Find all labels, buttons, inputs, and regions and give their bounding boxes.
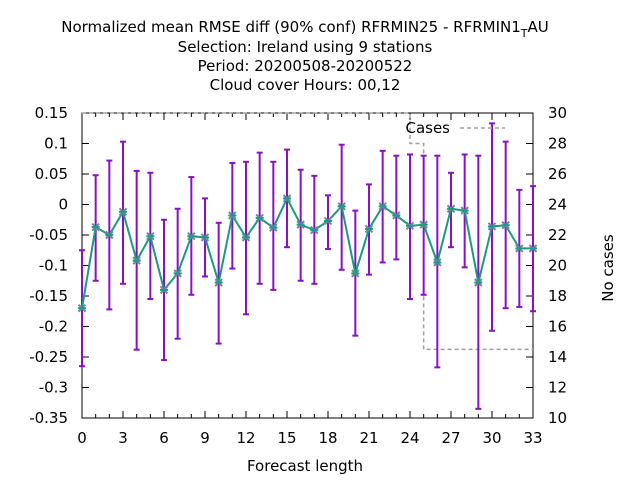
error-bars bbox=[79, 122, 536, 410]
y-tick-label: 0.05 bbox=[35, 165, 68, 183]
y-tick-label: 0 bbox=[58, 196, 68, 214]
y2-tick-label: 16 bbox=[548, 318, 567, 336]
y2-tick-label: 30 bbox=[548, 104, 567, 122]
data-point bbox=[433, 258, 442, 267]
y2-axis-title: No cases bbox=[599, 234, 617, 302]
mean-series bbox=[77, 194, 538, 313]
y-tick-label: -0.3 bbox=[39, 379, 68, 397]
cases-line bbox=[82, 112, 533, 351]
legend-label-cases: Cases bbox=[405, 119, 450, 137]
y-tick-label: 0.15 bbox=[35, 104, 68, 122]
x-tick-label: 12 bbox=[236, 429, 255, 447]
cases-series bbox=[82, 112, 533, 351]
data-point bbox=[214, 278, 223, 287]
y2-tick-label: 26 bbox=[548, 165, 567, 183]
title-line-1: Normalized mean RMSE diff (90% conf) RFR… bbox=[61, 18, 549, 40]
data-point bbox=[446, 204, 456, 213]
x-tick-label: 15 bbox=[277, 429, 296, 447]
chart-title: Normalized mean RMSE diff (90% conf) RFR… bbox=[61, 18, 549, 94]
x-tick-label: 30 bbox=[482, 429, 501, 447]
data-point bbox=[132, 256, 141, 265]
y2-tick-label: 12 bbox=[548, 379, 567, 397]
title-line-4: Cloud cover Hours: 00,12 bbox=[210, 76, 401, 94]
data-point bbox=[323, 216, 333, 226]
data-point bbox=[187, 232, 196, 241]
y2-tick-label: 20 bbox=[548, 257, 567, 275]
y2-tick-label: 14 bbox=[548, 348, 567, 366]
y2-tick-label: 28 bbox=[548, 135, 567, 153]
y2-tick-label: 10 bbox=[548, 409, 567, 427]
data-point bbox=[364, 224, 374, 234]
data-point bbox=[460, 206, 469, 215]
y-tick-label: 0.1 bbox=[44, 135, 68, 153]
data-point bbox=[487, 222, 497, 231]
data-point bbox=[405, 221, 415, 231]
data-point bbox=[228, 211, 237, 220]
y-tick-label: -0.2 bbox=[39, 318, 68, 336]
data-point bbox=[528, 244, 538, 253]
y-tick-label: -0.1 bbox=[39, 257, 68, 275]
data-point bbox=[91, 222, 100, 232]
mean-line bbox=[81, 196, 533, 309]
error-bar bbox=[393, 154, 400, 261]
x-axis-title: Forecast length bbox=[247, 457, 363, 475]
data-point bbox=[515, 244, 524, 253]
y2-tick-label: 22 bbox=[548, 226, 567, 244]
data-point bbox=[296, 220, 305, 229]
y-axis-right: 10 12 14 16 18 20 22 24 26 28 30 bbox=[526, 104, 567, 427]
data-point bbox=[200, 233, 210, 242]
y2-tick-label: 18 bbox=[548, 287, 567, 305]
x-tick-label: 33 bbox=[523, 429, 542, 447]
y2-tick-label: 24 bbox=[548, 196, 567, 214]
title-line-2: Selection: Ireland using 9 stations bbox=[178, 38, 433, 56]
data-point bbox=[173, 269, 182, 278]
data-point bbox=[337, 202, 346, 211]
data-point bbox=[501, 221, 510, 230]
data-point bbox=[282, 194, 292, 203]
y-tick-label: -0.05 bbox=[29, 226, 68, 244]
data-point bbox=[474, 278, 483, 287]
data-point bbox=[419, 220, 428, 229]
data-point bbox=[269, 223, 278, 232]
data-point bbox=[255, 213, 264, 223]
y-tick-label: -0.35 bbox=[29, 409, 68, 427]
x-tick-label: 0 bbox=[77, 429, 87, 447]
data-point bbox=[105, 230, 114, 240]
y-tick-label: -0.25 bbox=[29, 348, 68, 366]
data-point bbox=[159, 285, 169, 295]
x-tick-label: 3 bbox=[118, 429, 128, 447]
x-tick-label: 27 bbox=[441, 429, 460, 447]
data-point bbox=[77, 303, 87, 313]
x-tick-label: 9 bbox=[200, 429, 210, 447]
legend: Cases bbox=[405, 119, 505, 137]
y-axis-left: -0.35 -0.3 -0.25 -0.2 -0.15 -0.1 -0.05 0 0.05 0.1… bbox=[29, 104, 533, 427]
x-tick-label: 6 bbox=[159, 429, 169, 447]
data-point bbox=[241, 233, 251, 242]
data-point bbox=[118, 207, 128, 217]
data-point bbox=[146, 232, 155, 241]
data-point bbox=[351, 269, 360, 278]
x-tick-label: 21 bbox=[359, 429, 378, 447]
x-axis: 0 3 6 9 12 15 18 21 24 27 30 33 bbox=[77, 113, 543, 447]
data-point bbox=[310, 225, 319, 235]
title-line-3: Period: 20200508-20200522 bbox=[198, 57, 413, 75]
data-point bbox=[392, 211, 401, 220]
x-tick-label: 24 bbox=[400, 429, 419, 447]
y-tick-label: -0.15 bbox=[29, 287, 68, 305]
x-tick-label: 18 bbox=[318, 429, 337, 447]
data-point bbox=[378, 202, 387, 211]
